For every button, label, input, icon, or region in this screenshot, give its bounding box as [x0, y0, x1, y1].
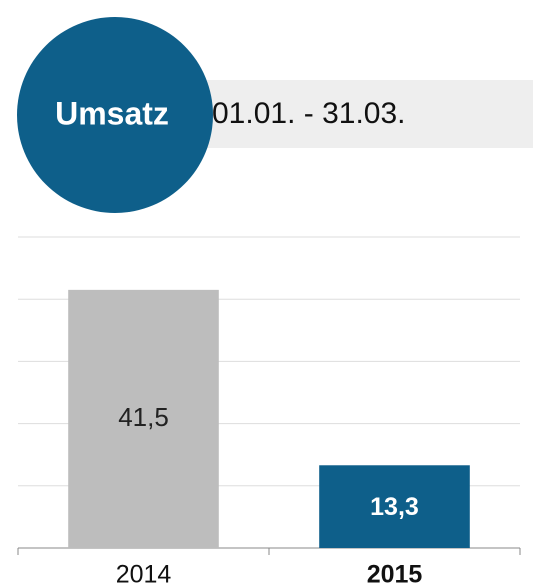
subtitle-band: [190, 80, 533, 148]
x-tick-label: 2014: [116, 561, 172, 588]
value-label: 13,3: [370, 493, 419, 521]
bar: [68, 289, 219, 548]
chart-title: Umsatz: [55, 95, 169, 131]
title-circle: [17, 17, 213, 213]
chart-subtitle: 01.01. - 31.03.: [212, 97, 405, 130]
bar: [319, 465, 470, 548]
value-label: 41,5: [118, 402, 169, 432]
x-tick-label: 2015: [367, 561, 423, 588]
